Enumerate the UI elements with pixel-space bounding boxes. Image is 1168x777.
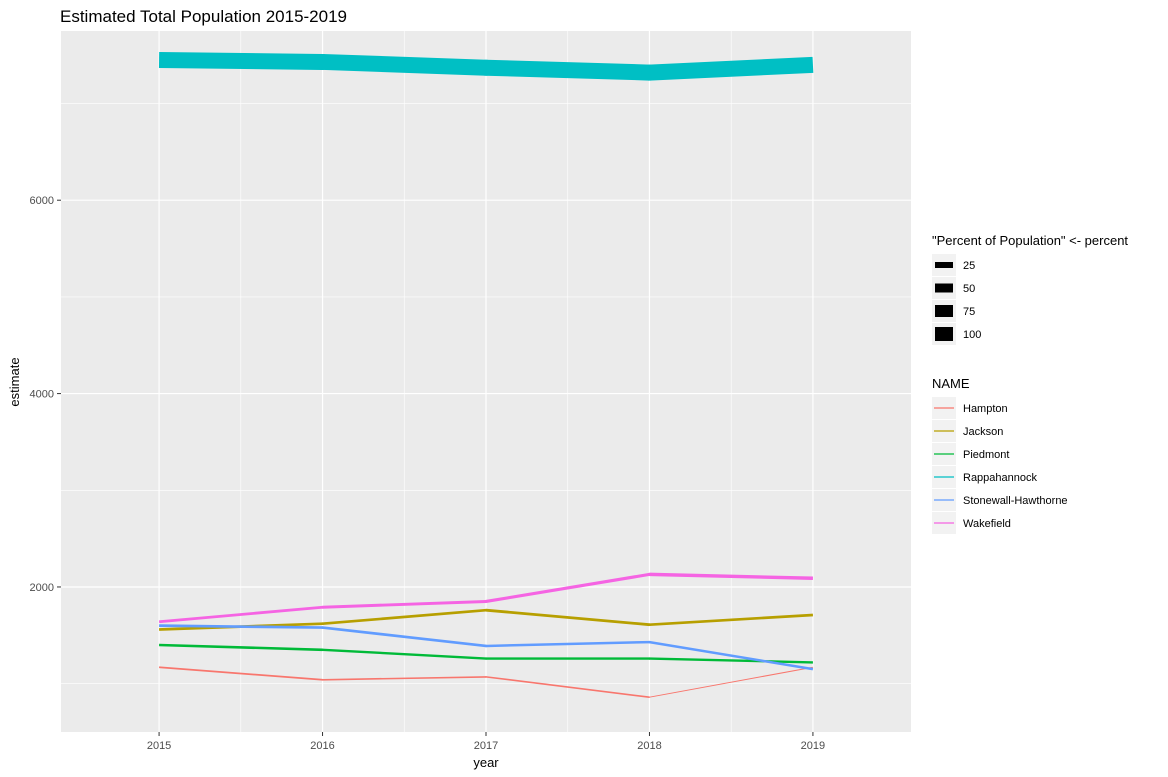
series-joint [484,608,488,612]
series-line-piedmont [159,643,813,664]
x-axis-title: year [473,755,499,770]
series-segment [649,666,814,698]
y-tick-label: 4000 [30,389,54,401]
series-line-wakefield [158,572,813,624]
y-tick-label: 2000 [30,582,54,594]
color-legend-label: Wakefield [963,518,1011,530]
series-joint [648,623,651,627]
color-legend-label: Hampton [963,403,1008,415]
series-segment [649,657,813,664]
series-joint [478,59,494,76]
series-joint [648,696,650,698]
color-legend-title: NAME [932,376,970,391]
color-legend-label: Piedmont [963,449,1009,461]
size-legend-label: 75 [963,306,975,318]
series-segment [159,666,323,681]
series-segment [322,599,487,609]
series-segment [322,53,487,76]
series-segment [322,626,487,648]
y-axis-title: estimate [7,357,22,406]
series-joint [321,648,324,651]
size-legend-swatch [935,327,953,341]
size-legend-swatch [935,262,953,268]
x-tick-label: 2019 [801,740,825,752]
series-segment [485,608,650,627]
series-joint [484,599,488,603]
series-joint [648,640,651,644]
size-legend-swatch [935,305,953,317]
series-segment [158,52,323,70]
axes: 2000 4000 6000 2015 2016 2017 2018 2019 [30,195,826,752]
series-segment [158,605,323,624]
series-joint [484,657,488,660]
series-segment [322,676,487,681]
series-joint [484,644,488,648]
series-joint [485,676,487,678]
color-legend-label: Rappahannock [963,472,1038,484]
series-lines [158,52,814,698]
series-segment [485,676,650,698]
size-legend-label: 50 [963,283,975,295]
series-joint [321,605,324,609]
size-legend-label: 100 [963,329,981,341]
series-joint [321,626,324,629]
series-segment [485,640,650,648]
series-segment [159,624,323,629]
series-segment [485,59,650,81]
color-legend-label: Jackson [963,426,1003,438]
series-joint [647,572,652,576]
series-segment [649,640,814,671]
y-tick-label: 6000 [30,195,54,207]
size-legend-label: 25 [963,260,975,272]
x-tick-label: 2016 [310,740,334,752]
series-line-rappahannock [158,52,814,81]
x-tick-label: 2017 [474,740,498,752]
series-joint [641,64,658,81]
series-segment [649,572,813,580]
series-segment [159,643,323,652]
series-segment [485,572,650,604]
series-joint [314,53,331,70]
x-tick-label: 2015 [147,740,171,752]
chart-title: Estimated Total Population 2015-2019 [60,7,347,26]
series-joint [321,678,324,681]
series-segment [649,613,814,627]
size-legend-swatch [935,283,953,293]
series-joint [648,657,651,660]
series-segment [649,56,814,81]
series-line-stonewall-hawthorne [159,624,814,671]
legend: "Percent of Population" <- percent 25 50 75… [932,233,1128,534]
x-tick-label: 2018 [637,740,661,752]
series-segment [322,608,487,626]
color-legend-label: Stonewall-Hawthorne [963,495,1068,507]
series-segment [322,648,487,660]
grid-lines [61,31,911,732]
series-line-hampton [159,666,814,698]
series-joint [321,622,324,626]
size-legend-title: "Percent of Population" <- percent [932,233,1128,248]
